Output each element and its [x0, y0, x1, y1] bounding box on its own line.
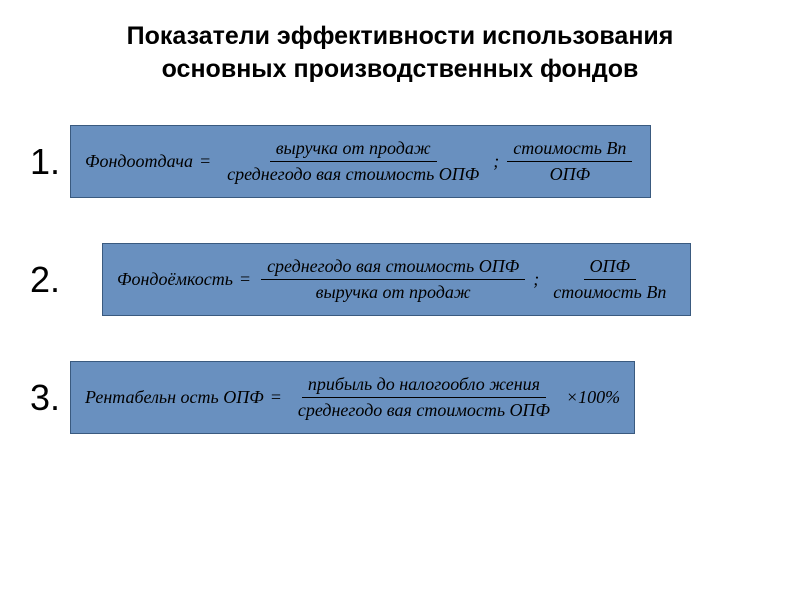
fraction-1: прибыль до налогообло жения среднегодо в…	[292, 372, 556, 423]
page-title: Показатели эффективности использования о…	[30, 20, 770, 85]
numerator: прибыль до налогообло жения	[302, 372, 546, 398]
formula-box-3: Рентабельн ость ОПФ = прибыль до налогоо…	[70, 361, 635, 434]
numerator: стоимость Вп	[507, 136, 632, 162]
formula-suffix: ×100%	[566, 387, 620, 408]
separator: ;	[533, 269, 539, 290]
formula-box-1: Фондоотдача = выручка от продаж среднего…	[70, 125, 651, 198]
denominator: стоимость Вп	[547, 280, 672, 305]
formula-lhs: Фондоёмкость	[117, 269, 233, 290]
fraction-1: среднегодо вая стоимость ОПФ выручка от …	[261, 254, 525, 305]
row-number: 3.	[30, 377, 66, 419]
row-number: 2.	[30, 259, 66, 301]
fraction-2: ОПФ стоимость Вп	[547, 254, 672, 305]
formula-lhs: Фондоотдача	[85, 151, 193, 172]
equals-sign: =	[239, 269, 251, 290]
denominator: среднегодо вая стоимость ОПФ	[292, 398, 556, 423]
formula-row-2: 2. Фондоёмкость = среднегодо вая стоимос…	[30, 243, 770, 316]
row-number: 1.	[30, 141, 66, 183]
formula-row-1: 1. Фондоотдача = выручка от продаж средн…	[30, 125, 770, 198]
equals-sign: =	[270, 387, 282, 408]
title-line2: основных производственных фондов	[162, 55, 639, 83]
numerator: выручка от продаж	[270, 136, 437, 162]
formula-box-2: Фондоёмкость = среднегодо вая стоимость …	[102, 243, 691, 316]
fraction-2: стоимость Вп ОПФ	[507, 136, 632, 187]
numerator: ОПФ	[584, 254, 636, 280]
separator: ;	[493, 151, 499, 172]
fraction-1: выручка от продаж среднегодо вая стоимос…	[221, 136, 485, 187]
numerator: среднегодо вая стоимость ОПФ	[261, 254, 525, 280]
title-line1: Показатели эффективности использования	[127, 22, 674, 50]
formula-lhs: Рентабельн ость ОПФ	[85, 387, 264, 408]
denominator: ОПФ	[544, 162, 596, 187]
formula-row-3: 3. Рентабельн ость ОПФ = прибыль до нало…	[30, 361, 770, 434]
equals-sign: =	[199, 151, 211, 172]
denominator: выручка от продаж	[310, 280, 477, 305]
denominator: среднегодо вая стоимость ОПФ	[221, 162, 485, 187]
